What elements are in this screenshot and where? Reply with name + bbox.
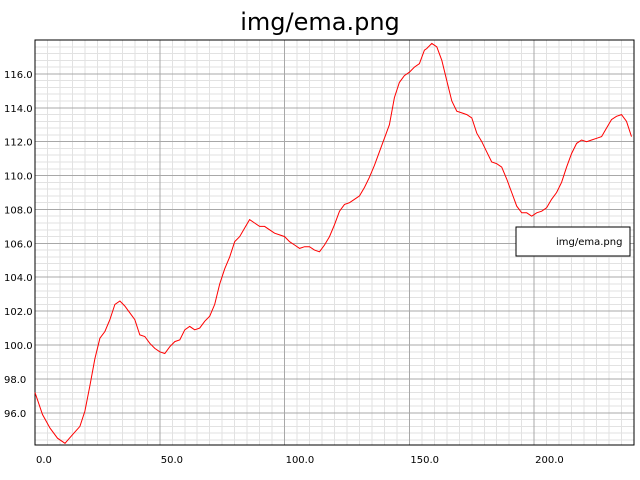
plot-area-frame [34,39,635,446]
y-tick-label: 100.0 [4,341,33,352]
axis-ticks: 0.0 50.0 100.0 150.0 200.0 96.0 98.0 100.0 102.0… [4,70,564,466]
y-tick-label: 112.0 [4,138,33,149]
y-tick-label: 106.0 [4,239,33,250]
legend-box [515,226,631,257]
legend: img/ema.png [515,226,631,257]
x-tick-label: 100.0 [286,455,315,466]
legend-label: img/ema.png [556,237,622,248]
x-tick-label: 0.0 [36,455,52,466]
x-tick-label: 200.0 [535,455,564,466]
x-tick-label: 50.0 [161,455,183,466]
y-tick-label: 110.0 [4,172,33,183]
y-tick-label: 114.0 [4,104,33,115]
grid [34,39,635,445]
y-tick-label: 98.0 [4,375,26,386]
y-tick-label: 96.0 [4,409,26,420]
x-tick-label: 150.0 [410,455,439,466]
y-tick-label: 102.0 [4,307,33,318]
ema-series-line [34,42,632,444]
y-tick-label: 104.0 [4,273,33,284]
y-tick-label: 108.0 [4,205,33,216]
y-tick-label: 116.0 [4,70,33,81]
chart-title: img/ema.png [240,8,400,36]
